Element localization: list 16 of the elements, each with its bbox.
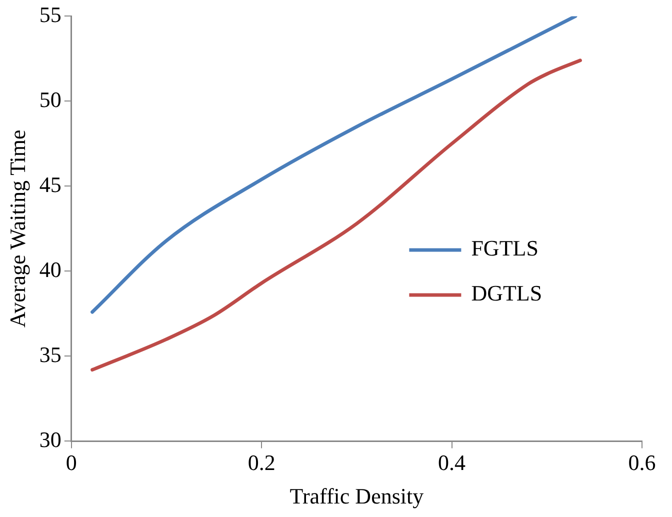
legend-label: FGTLS: [471, 236, 538, 261]
y-tick-label: 35: [39, 342, 62, 367]
y-axis-title: Average Waiting Time: [4, 130, 30, 328]
y-tick-label: 50: [39, 86, 62, 112]
x-tick-label: 0: [66, 450, 77, 476]
line-series: [90, 58, 582, 372]
x-axis-title: Traffic Density: [290, 484, 424, 509]
line-series: [90, 16, 578, 314]
y-tick-label: 55: [39, 2, 62, 27]
y-tick-label: 40: [39, 256, 62, 282]
legend-label: DGTLS: [471, 280, 542, 306]
y-tick-label: 30: [39, 426, 62, 452]
x-tick-label: 0.4: [438, 450, 466, 476]
x-tick-label: 0.6: [628, 450, 656, 476]
x-tick-label: 0.2: [248, 450, 276, 476]
y-tick-label: 45: [39, 172, 62, 197]
